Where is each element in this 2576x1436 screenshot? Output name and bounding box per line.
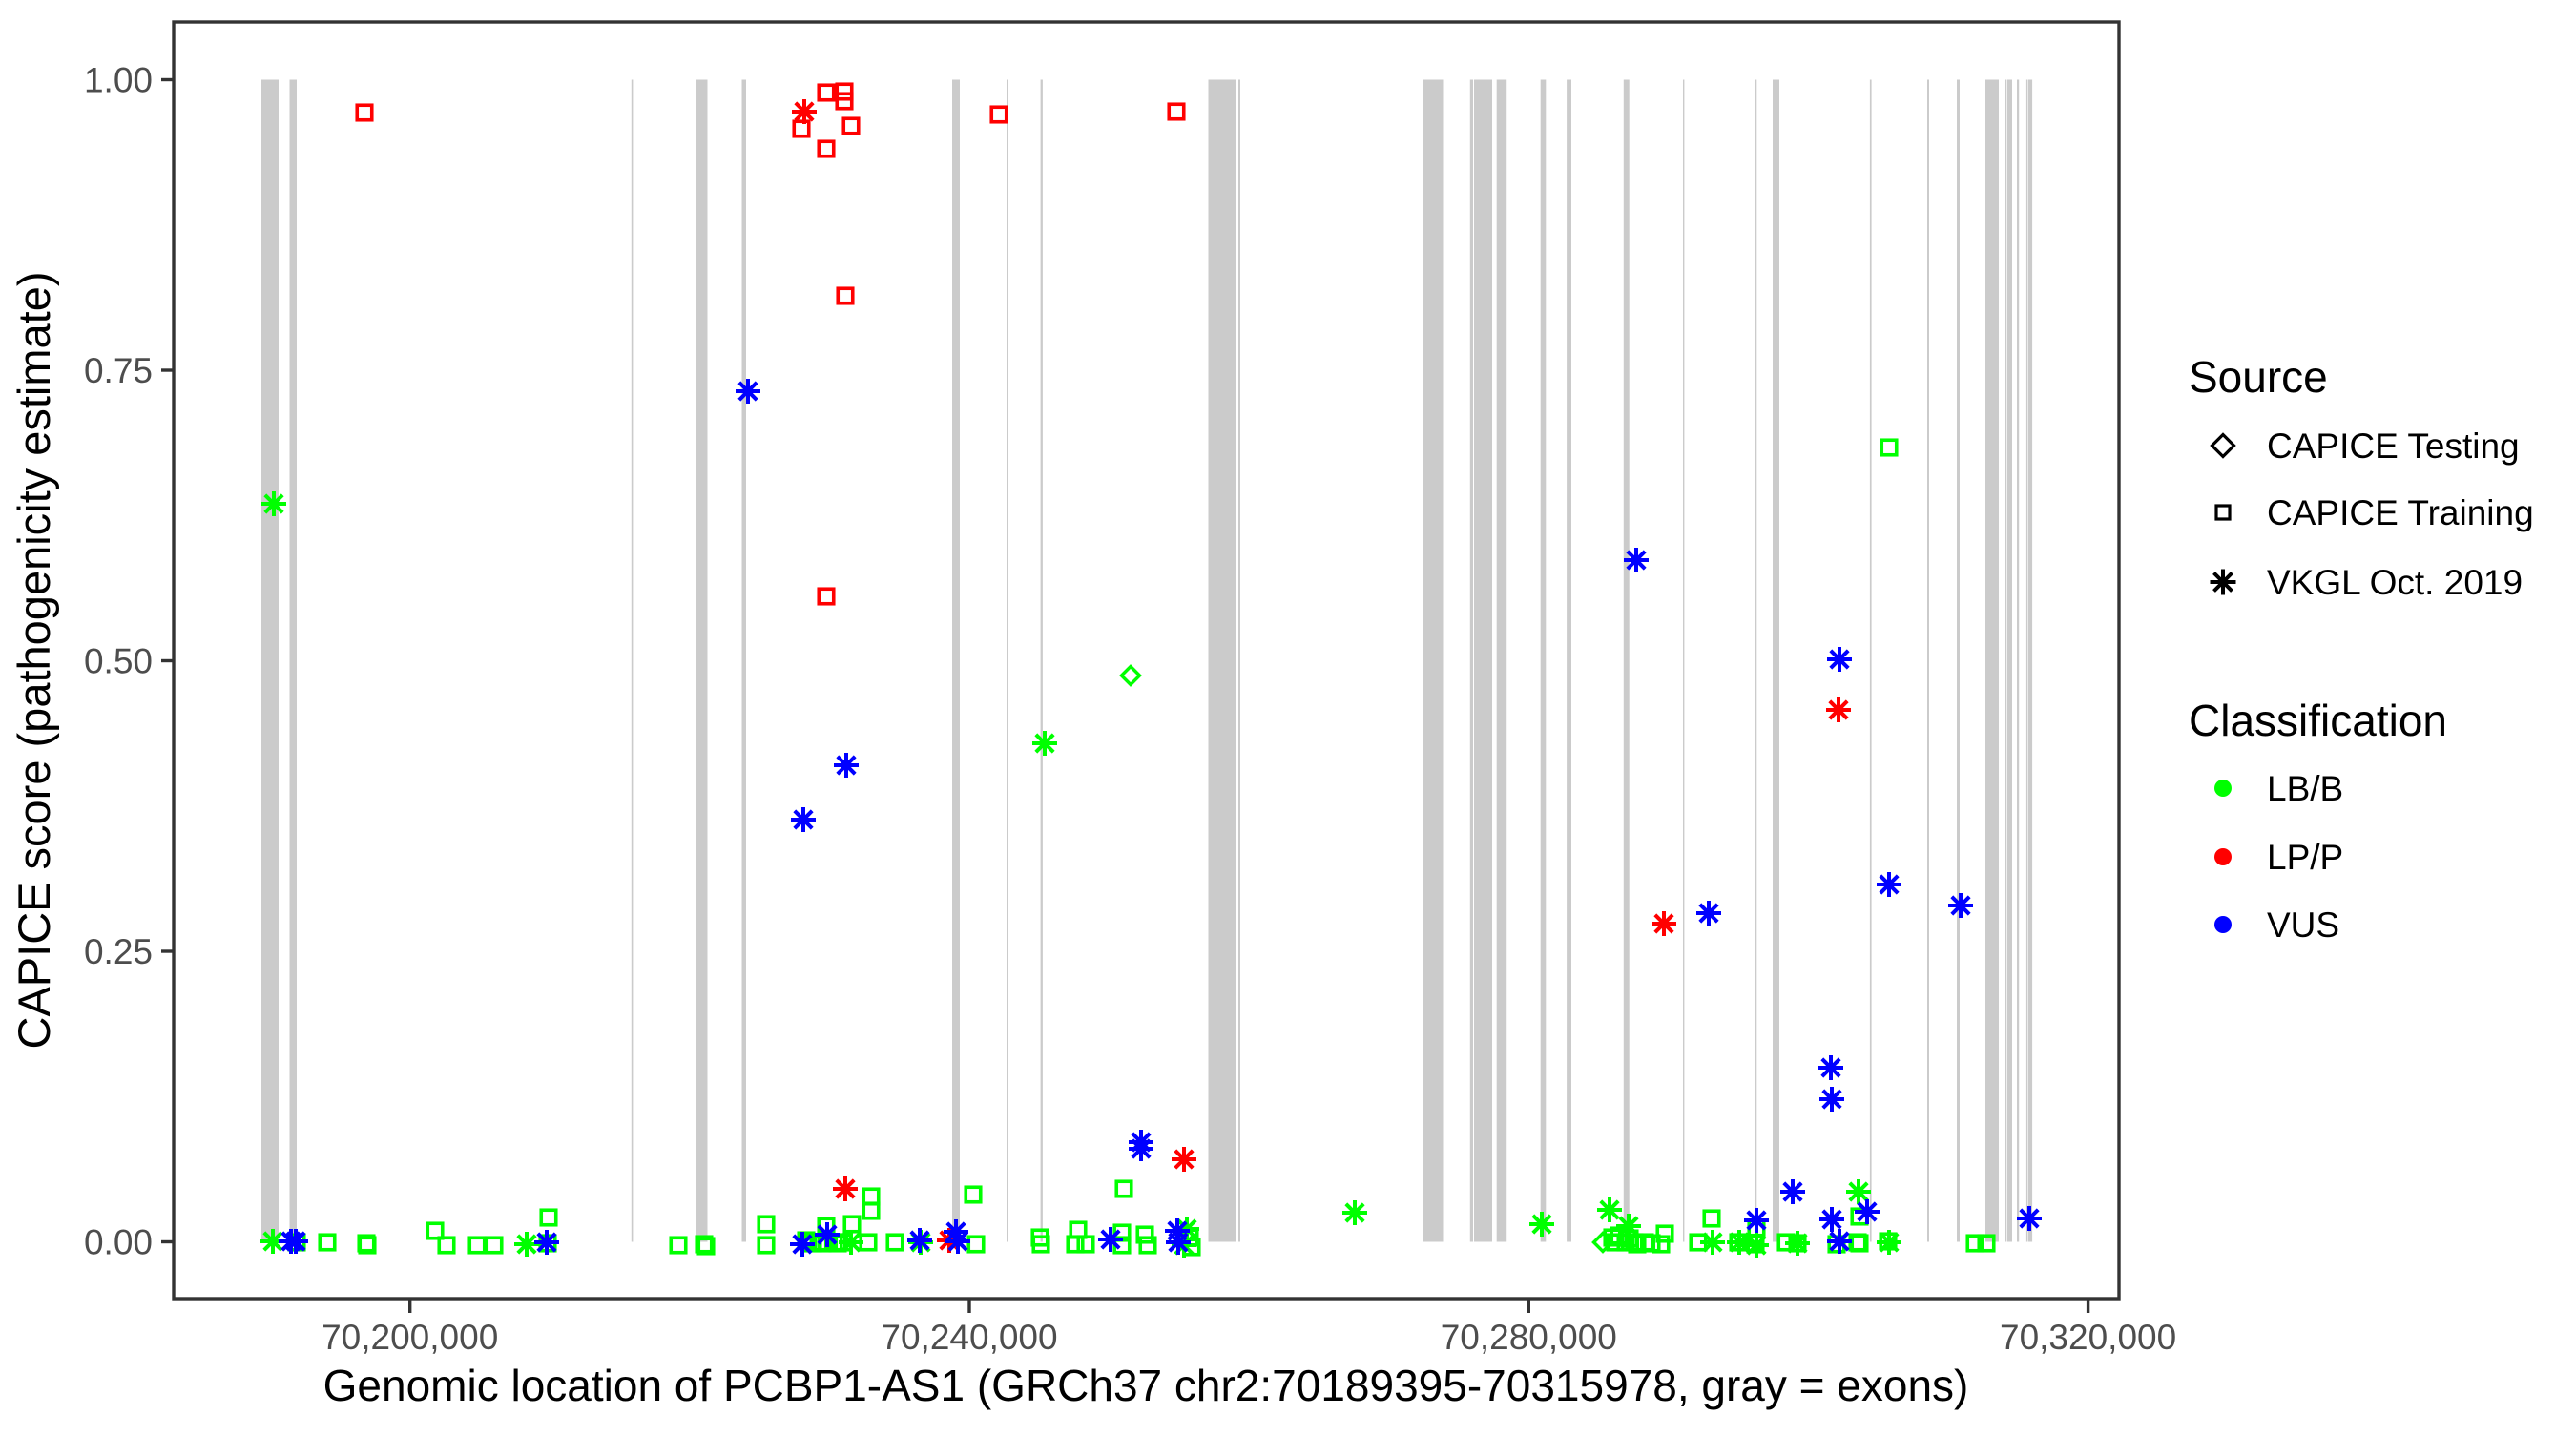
svg-text:70,320,000: 70,320,000	[2000, 1318, 2176, 1357]
svg-text:Source: Source	[2189, 352, 2328, 402]
svg-text:LP/P: LP/P	[2267, 838, 2343, 877]
svg-text:VUS: VUS	[2267, 905, 2339, 945]
svg-text:CAPICE Testing: CAPICE Testing	[2267, 427, 2520, 466]
svg-text:0.00: 0.00	[84, 1223, 153, 1262]
svg-text:CAPICE score (pathogenicity es: CAPICE score (pathogenicity estimate)	[9, 272, 59, 1050]
svg-text:70,240,000: 70,240,000	[881, 1318, 1057, 1357]
svg-text:70,280,000: 70,280,000	[1441, 1318, 1617, 1357]
svg-text:0.75: 0.75	[84, 351, 153, 390]
svg-text:VKGL Oct. 2019: VKGL Oct. 2019	[2267, 563, 2523, 602]
svg-text:Genomic location of PCBP1-AS1: Genomic location of PCBP1-AS1 (GRCh37 ch…	[323, 1361, 1969, 1410]
svg-text:Classification: Classification	[2189, 696, 2447, 745]
svg-text:CAPICE Training: CAPICE Training	[2267, 493, 2534, 532]
svg-text:0.50: 0.50	[84, 642, 153, 681]
svg-text:1.00: 1.00	[84, 61, 153, 100]
svg-text:LB/B: LB/B	[2267, 769, 2343, 808]
svg-text:70,200,000: 70,200,000	[322, 1318, 498, 1357]
svg-text:0.25: 0.25	[84, 932, 153, 971]
